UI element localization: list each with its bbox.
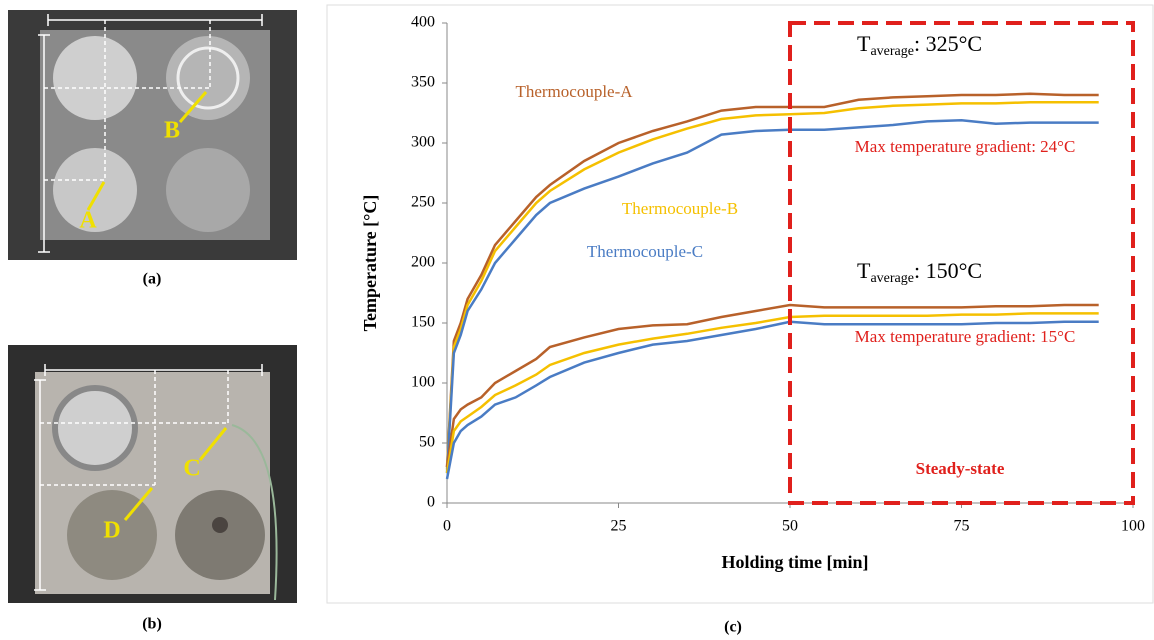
annotation-text: : 150°C (914, 258, 982, 283)
point-label: B (164, 118, 180, 144)
annotation: Steady-state (916, 459, 1005, 478)
y-tick-label: 50 (419, 434, 435, 451)
x-tick-label: 50 (782, 518, 798, 535)
x-tick-label: 100 (1121, 518, 1145, 535)
x-tick-label: 75 (954, 518, 970, 535)
series-line (445, 92, 1099, 468)
point-label: D (103, 518, 120, 544)
series-line (445, 303, 1099, 468)
x-axis-title: Holding time [min] (722, 552, 869, 572)
series-line (445, 312, 1099, 474)
y-tick-label: 300 (411, 134, 435, 151)
y-tick-label: 250 (411, 194, 435, 211)
annotation: Taverage: 150°C (857, 258, 982, 286)
series-label: Thermocouple-A (515, 82, 633, 101)
annotation-symbol: T (857, 258, 871, 283)
photo-a: A B (8, 10, 297, 260)
steady-state-region (788, 21, 1135, 505)
annotation: Max temperature gradient: 24°C (855, 137, 1076, 156)
series-line (445, 118, 1099, 474)
annotation-subscript: average (870, 271, 914, 286)
chart-frame (326, 4, 1154, 604)
caption: (b) (142, 616, 162, 633)
x-tick-label: 25 (611, 518, 627, 535)
point-label: C (183, 456, 200, 482)
y-tick-label: 150 (411, 314, 435, 331)
caption: (c) (724, 619, 742, 636)
y-tick-label: 350 (411, 74, 435, 91)
annotation-symbol: T (857, 31, 871, 56)
series-line (445, 100, 1099, 470)
photo-b: C D (8, 345, 297, 603)
y-tick-label: 100 (411, 374, 435, 391)
point-label: A (79, 208, 97, 234)
annotation-text: : 325°C (914, 31, 982, 56)
annotation: Max temperature gradient: 15°C (855, 327, 1076, 346)
series-label: Thermocouple-B (622, 199, 738, 218)
y-tick-label: 0 (427, 494, 435, 511)
caption: (a) (143, 271, 162, 288)
series-label: Thermocouple-C (587, 242, 703, 261)
x-tick-label: 0 (443, 518, 451, 535)
y-tick-label: 200 (411, 254, 435, 271)
annotation: Taverage: 325°C (857, 31, 982, 59)
y-tick-label: 400 (411, 14, 435, 31)
series-line (445, 320, 1099, 480)
y-axis-title: Temperature [°C] (360, 195, 380, 332)
annotation-subscript: average (870, 44, 914, 59)
